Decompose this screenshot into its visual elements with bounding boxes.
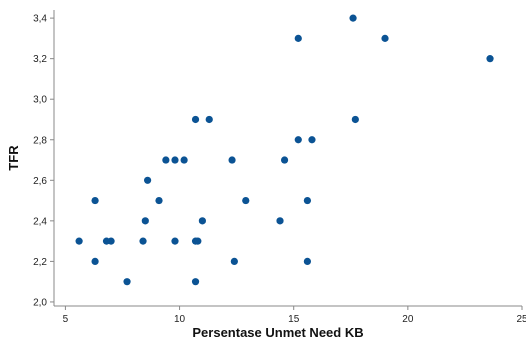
x-tick-label: 10 xyxy=(174,314,186,325)
data-point xyxy=(75,237,83,245)
data-point xyxy=(191,115,200,124)
y-tick-label: 2,2 xyxy=(33,257,47,268)
data-point xyxy=(144,176,152,184)
data-point xyxy=(191,278,200,286)
data-point xyxy=(141,217,149,225)
y-tick-label: 3,0 xyxy=(33,95,47,106)
y-axis-label: TFR xyxy=(6,145,21,171)
data-point xyxy=(294,34,302,42)
x-tick-label: 5 xyxy=(63,314,69,325)
x-tick-label: 15 xyxy=(288,314,300,325)
data-point xyxy=(205,115,213,124)
axes xyxy=(53,10,522,307)
y-tick-label: 3,4 xyxy=(33,14,47,25)
data-point xyxy=(230,257,238,265)
y-tick-label: 3,2 xyxy=(33,54,47,65)
data-point xyxy=(198,217,206,225)
data-point xyxy=(155,196,163,205)
y-tick-label: 2,6 xyxy=(33,176,47,187)
y-tick-label: 2,8 xyxy=(33,135,47,146)
data-point xyxy=(171,156,179,164)
data-point xyxy=(486,55,494,63)
x-tick-label: 25 xyxy=(516,314,526,325)
data-point xyxy=(351,115,359,124)
data-point xyxy=(91,196,99,205)
data-point xyxy=(162,156,170,164)
data-point xyxy=(107,237,115,245)
y-axis-ticks: 2,0 2,2 2,4 2,6 2,8 3,0 3,2 3,4 xyxy=(33,14,54,308)
data-point xyxy=(123,278,131,286)
data-point xyxy=(242,196,250,205)
data-point xyxy=(294,136,302,144)
y-tick-label: 2,0 xyxy=(33,297,47,308)
data-points xyxy=(75,14,494,286)
x-axis-ticks: 5 10 15 20 25 xyxy=(63,306,526,325)
data-point xyxy=(194,237,202,245)
data-point xyxy=(303,196,312,205)
data-point xyxy=(308,136,316,144)
data-point xyxy=(139,237,147,245)
data-point xyxy=(381,34,389,42)
data-point xyxy=(276,217,284,225)
data-point xyxy=(303,257,312,265)
data-point xyxy=(171,237,179,245)
data-point xyxy=(180,156,188,164)
x-axis-label: Persentase Unmet Need KB xyxy=(192,325,363,340)
data-point xyxy=(228,156,236,164)
data-point xyxy=(91,257,99,265)
data-point xyxy=(349,14,357,22)
data-point xyxy=(280,156,289,164)
y-tick-label: 2,4 xyxy=(33,216,47,227)
x-tick-label: 20 xyxy=(402,314,414,325)
